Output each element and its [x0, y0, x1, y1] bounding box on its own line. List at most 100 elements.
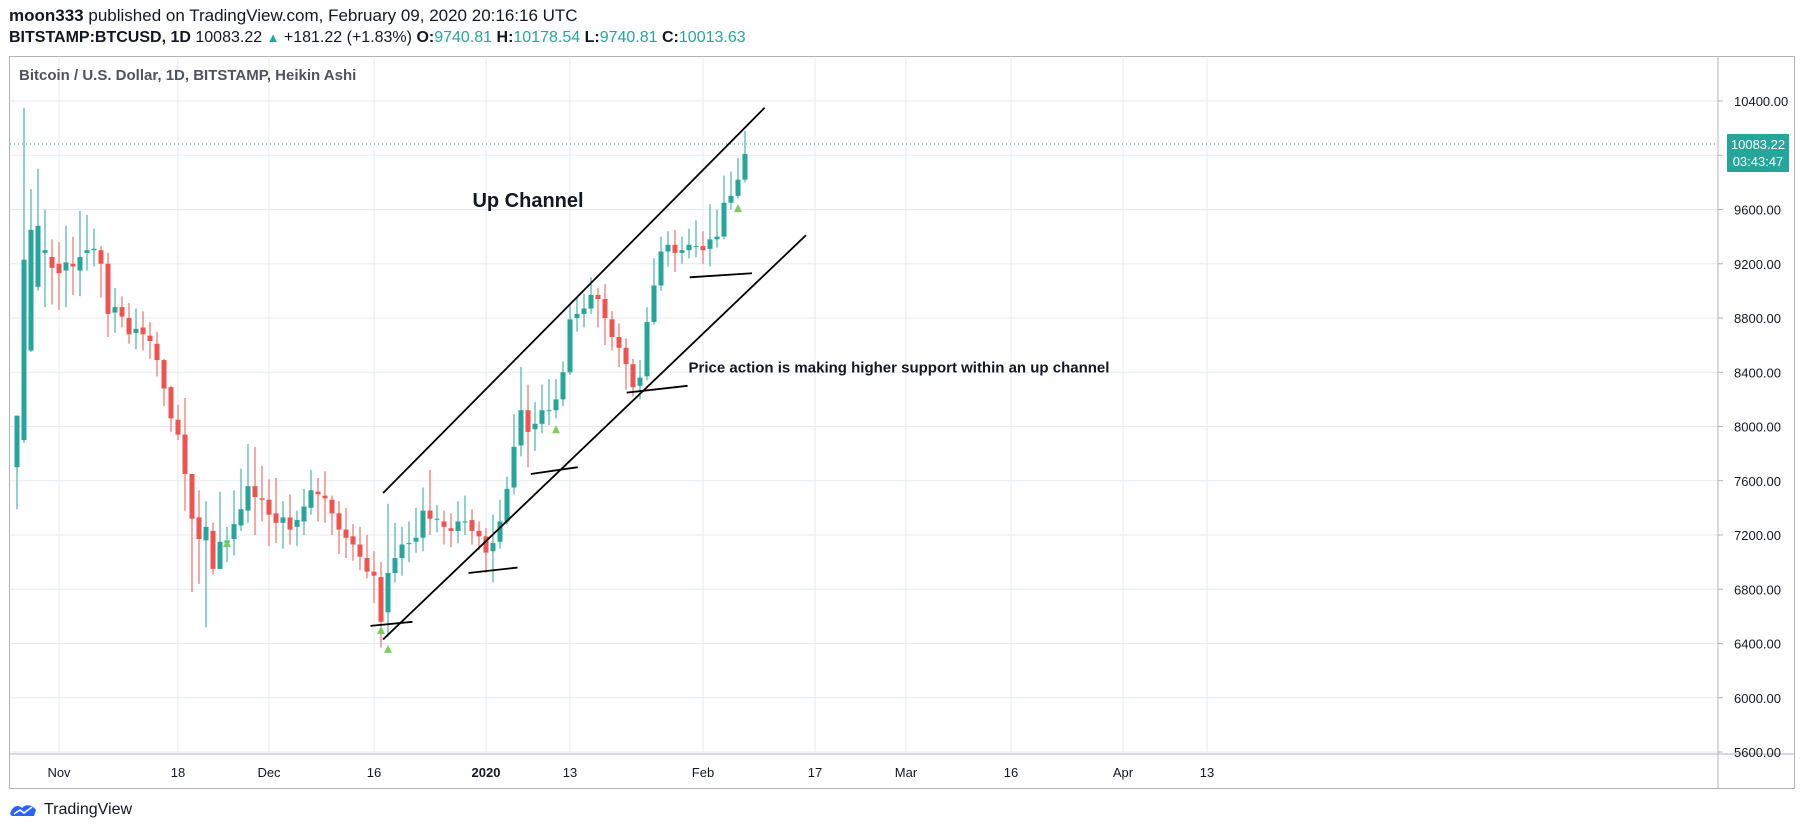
candle-body — [252, 486, 258, 498]
x-tick-label: Feb — [692, 765, 714, 780]
candle-body — [147, 335, 153, 342]
trend-line[interactable] — [382, 107, 766, 494]
candle-body — [672, 244, 678, 253]
candle-body — [630, 364, 636, 388]
candle-body — [399, 544, 405, 559]
close-label: C: — [662, 29, 679, 46]
candle-body — [245, 486, 251, 511]
candle-body — [56, 263, 62, 274]
candle-body — [133, 328, 139, 333]
up-arrow-icon: ▲ — [266, 30, 280, 45]
candle-body — [567, 319, 573, 373]
candle-body — [658, 251, 664, 286]
price-change: +181.22 (+1.83%) — [283, 29, 412, 46]
candle-body — [539, 410, 545, 424]
candle-body — [343, 529, 349, 538]
trend-line[interactable] — [382, 234, 807, 641]
candle-body — [189, 473, 195, 519]
candle-body — [581, 308, 587, 314]
candle-body — [588, 294, 594, 309]
candle-body — [392, 558, 398, 573]
candle-body — [511, 446, 517, 488]
symbol-label: BITSTAMP:BTCUSD, 1D — [9, 29, 191, 46]
candle-body — [728, 195, 734, 203]
candle-body — [91, 248, 97, 251]
candle-body — [378, 577, 384, 622]
candle-body — [301, 506, 307, 522]
candle-body — [112, 307, 118, 313]
x-tick-label: Dec — [257, 765, 281, 780]
candle-body — [217, 541, 223, 569]
candle-body — [483, 536, 489, 553]
candle-body — [350, 536, 356, 545]
candle-body — [623, 347, 629, 365]
y-tick-label: 6400.00 — [1734, 637, 1781, 652]
trend-line[interactable] — [626, 384, 688, 394]
trend-line[interactable] — [370, 620, 413, 627]
candle-body — [595, 294, 601, 300]
candle-body — [238, 509, 244, 526]
open-label: O: — [416, 29, 435, 46]
last-price: 10083.22 — [195, 29, 263, 46]
x-tick-label: Apr — [1113, 765, 1134, 780]
candle-body — [686, 244, 692, 251]
y-tick-label: 5600.00 — [1734, 745, 1781, 760]
signal-marker-icon — [377, 625, 385, 634]
tradingview-brand[interactable]: TradingView — [8, 800, 132, 820]
last-price-label: 10083.22 — [1731, 137, 1785, 152]
candle-body — [518, 410, 524, 446]
candle-body — [616, 336, 622, 348]
candle-body — [602, 299, 608, 318]
candle-body — [140, 327, 146, 335]
trend-line[interactable] — [530, 466, 578, 475]
candle-body — [259, 498, 265, 500]
candle-body — [273, 513, 279, 523]
candle-body — [154, 343, 160, 361]
candle-body — [280, 517, 286, 523]
published-text: published on TradingView.com, February 0… — [83, 6, 578, 25]
x-tick-label: 16 — [367, 765, 381, 780]
signal-marker-icon — [223, 539, 231, 548]
y-tick-label: 8400.00 — [1734, 365, 1781, 380]
candle-body — [490, 543, 496, 552]
candle-body — [609, 319, 615, 337]
candle-body — [679, 250, 685, 253]
author-name[interactable]: moon333 — [9, 6, 84, 25]
candle-body — [315, 491, 321, 495]
candle-body — [448, 528, 454, 531]
candle-body — [35, 225, 41, 287]
y-tick-label: 9200.00 — [1734, 257, 1781, 272]
trend-line[interactable] — [468, 566, 518, 574]
candle-body — [182, 434, 188, 474]
chart-annotation[interactable]: Up Channel — [472, 190, 583, 212]
candle-body — [420, 510, 426, 538]
candle-body — [49, 256, 55, 268]
y-tick-label: 10400.00 — [1734, 94, 1788, 109]
candle-body — [322, 495, 328, 499]
low-label: L: — [584, 29, 600, 46]
candle-body — [735, 179, 741, 196]
candle-body — [385, 572, 391, 613]
candle-body — [532, 423, 538, 430]
candle-body — [462, 521, 468, 523]
candle-body — [455, 521, 461, 531]
trend-line[interactable] — [689, 272, 753, 279]
candle-body — [336, 513, 342, 530]
candle-body — [707, 239, 713, 249]
tradingview-logo-icon — [10, 805, 36, 816]
chart-annotation[interactable]: Price action is making higher support wi… — [689, 359, 1110, 376]
y-tick-label: 8800.00 — [1734, 311, 1781, 326]
candle-body — [357, 544, 363, 557]
candle-body — [308, 490, 314, 508]
symbol-info: BITSTAMP:BTCUSD, 1D 10083.22 ▲ +181.22 (… — [9, 29, 746, 47]
x-tick-label: 13 — [1200, 765, 1214, 780]
candle-body — [560, 372, 566, 400]
y-tick-label: 7600.00 — [1734, 474, 1781, 489]
open-value: 9740.81 — [434, 29, 493, 46]
chart-frame — [9, 56, 1795, 789]
candle-body — [651, 285, 657, 323]
candle-body — [105, 263, 111, 314]
publish-info: moon333 published on TradingView.com, Fe… — [9, 6, 578, 26]
candle-body — [525, 410, 531, 432]
